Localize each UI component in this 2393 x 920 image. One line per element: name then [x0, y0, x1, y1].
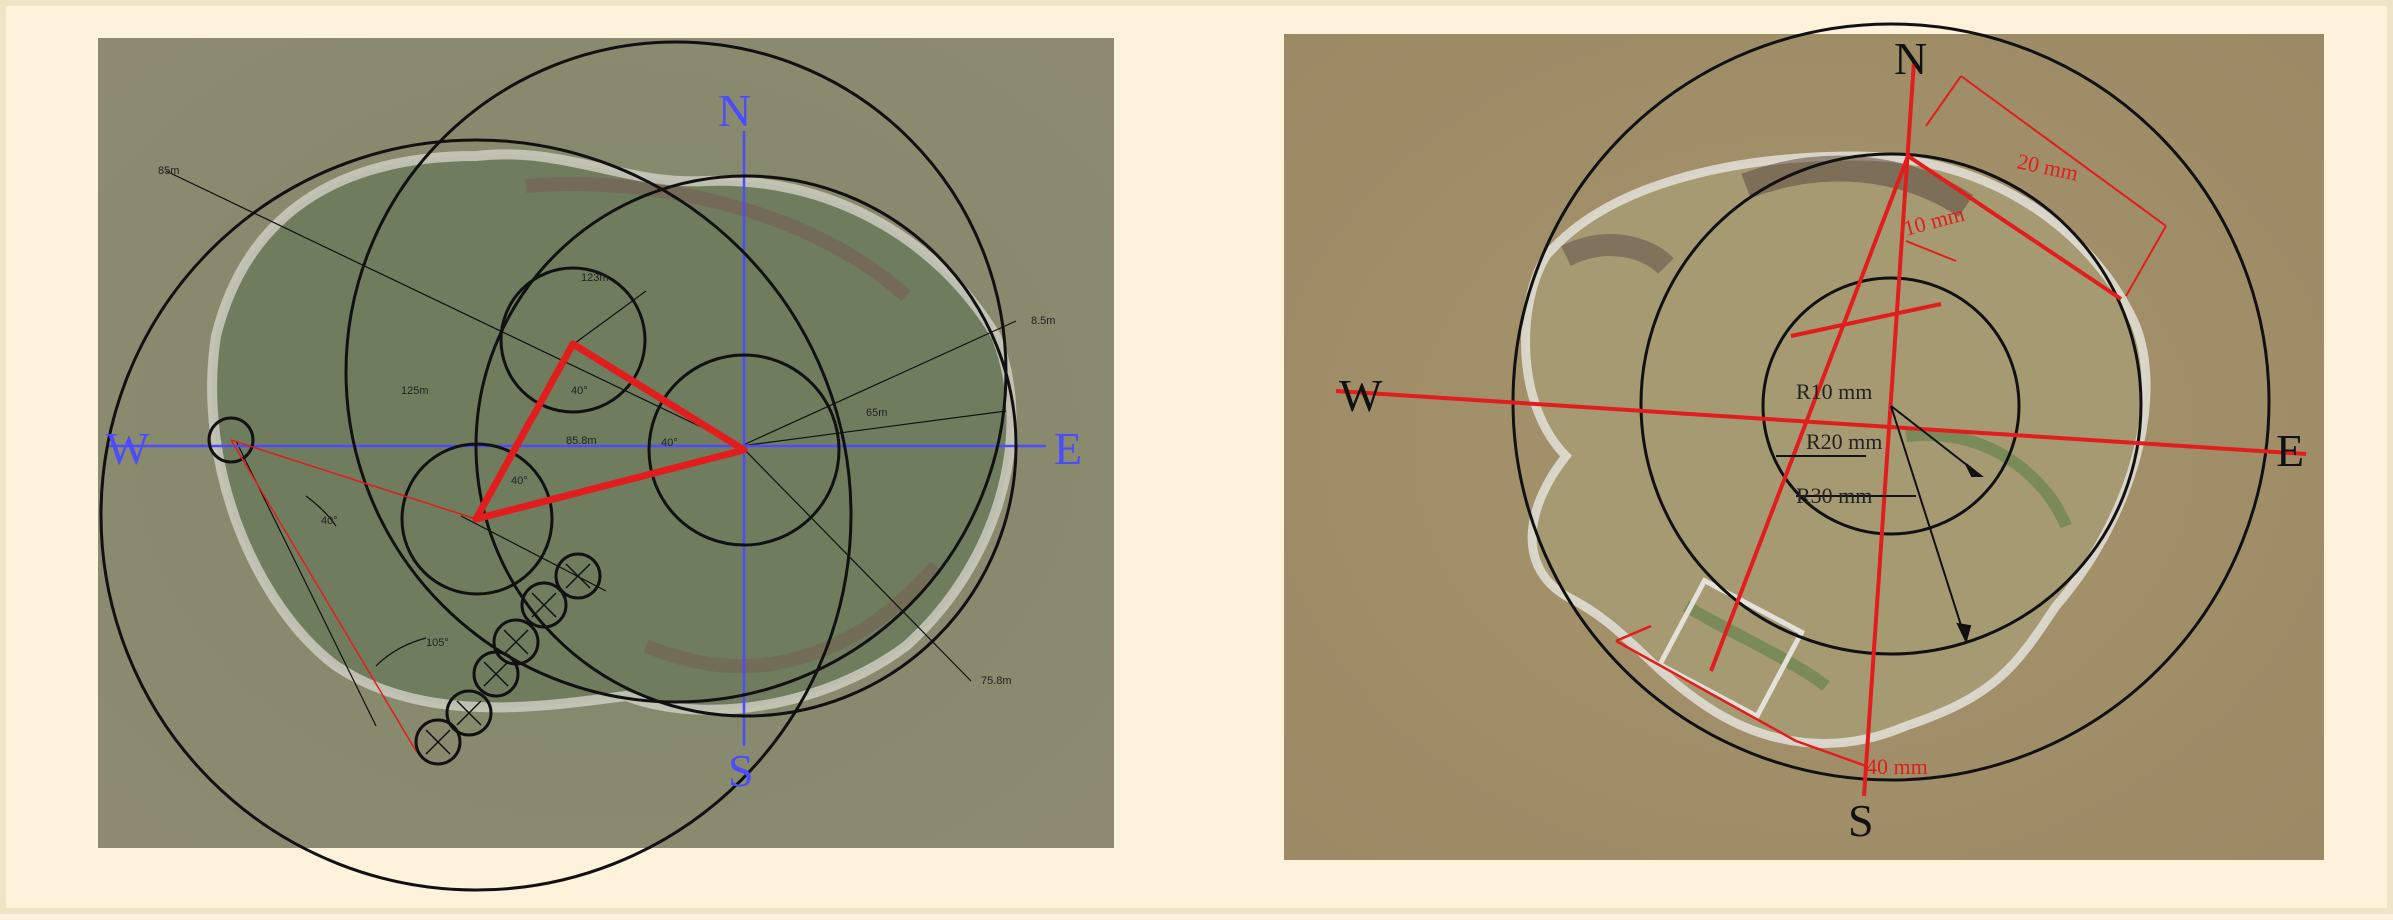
- left-tiny-circle-1: [554, 552, 602, 600]
- left-panel: 85m 123m 125m 8.5m 65m 40° 40° 105° 75.8…: [98, 38, 1114, 892]
- left-compass-labels: N S E W: [106, 85, 1082, 796]
- right-radius-arrows: [1776, 405, 1984, 644]
- dimension-label-40: 40 mm: [1866, 754, 1928, 779]
- left-terrain-patch: [525, 177, 911, 302]
- right-inner-circle: [1761, 276, 2021, 536]
- left-annotation-12: 40°: [321, 515, 338, 527]
- left-annotation-5: 65m: [866, 407, 887, 419]
- left-tiny-circle-5: [445, 689, 493, 737]
- left-big-circle-west: [99, 138, 853, 892]
- left-compass-axes: [106, 131, 1046, 746]
- left-tiny-circle-2: [520, 581, 568, 629]
- left-small-circle-upper: [499, 266, 647, 414]
- left-south-label: S: [728, 745, 754, 796]
- left-annotation-4: 8.5m: [1031, 315, 1055, 327]
- left-annotation-1: 85m: [158, 165, 179, 177]
- right-west-label: W: [1339, 370, 1383, 421]
- left-annotation-6: 40°: [571, 385, 588, 397]
- left-circles: [99, 40, 1018, 892]
- left-cross-marks: [425, 563, 591, 755]
- right-compass-axes: [1335, 60, 2307, 797]
- right-rectangle-pit: [1656, 577, 1806, 720]
- left-east-label: E: [1054, 423, 1082, 474]
- right-middle-circle: [1639, 152, 2143, 656]
- right-panel: R10 mm R20 mm R30 mm 20 mm 10 mm 40 mm N…: [1284, 22, 2324, 860]
- left-red-triangle: [230, 340, 748, 752]
- left-annotation-2: 123m: [581, 272, 609, 284]
- left-annotation-11: 40°: [511, 475, 528, 487]
- right-north-label: N: [1894, 33, 1927, 84]
- right-east-label: E: [2276, 425, 2304, 476]
- left-tiny-circle-west: [207, 416, 255, 464]
- left-west-label: W: [106, 423, 150, 474]
- left-annotation-9: 75.8m: [981, 675, 1012, 687]
- right-terrain-dark-patch: [1741, 155, 1974, 217]
- right-dimension-lines: [1905, 75, 2167, 297]
- left-annotation-7: 40°: [661, 437, 678, 449]
- left-annotation-10: 85.8m: [566, 435, 597, 447]
- left-annotations: 85m 123m 125m 8.5m 65m 40° 40° 105° 75.8…: [158, 165, 1055, 687]
- radius-label-30: R30 mm: [1796, 483, 1872, 508]
- right-south-label: S: [1848, 795, 1874, 846]
- left-tiny-circle-6: [414, 718, 462, 766]
- left-tiny-circle-4: [472, 650, 520, 698]
- radius-label-20: R20 mm: [1806, 429, 1882, 454]
- left-big-circle-east: [474, 174, 1018, 718]
- left-terrain-patch-2: [643, 561, 942, 673]
- right-radius-labels: R10 mm R20 mm R30 mm: [1796, 379, 1882, 508]
- left-small-circle-right: [647, 353, 841, 547]
- right-compass-labels: N S E W: [1339, 33, 2304, 846]
- right-dimension-labels: 20 mm 10 mm 40 mm: [1866, 148, 2081, 779]
- right-red-construction: [1615, 154, 2123, 768]
- left-annotation-8: 105°: [426, 637, 449, 649]
- radius-label-10: R10 mm: [1796, 379, 1872, 404]
- left-north-label: N: [718, 85, 751, 136]
- left-annotation-3: 125m: [401, 385, 429, 397]
- figure-canvas: 85m 123m 125m 8.5m 65m 40° 40° 105° 75.8…: [98, 22, 2324, 892]
- left-small-circle-lower: [400, 442, 554, 596]
- left-terrain-ring: [207, 149, 1017, 715]
- right-terrain-dark-patch-2: [1561, 234, 1674, 275]
- right-vegetation-2: [1682, 600, 1830, 691]
